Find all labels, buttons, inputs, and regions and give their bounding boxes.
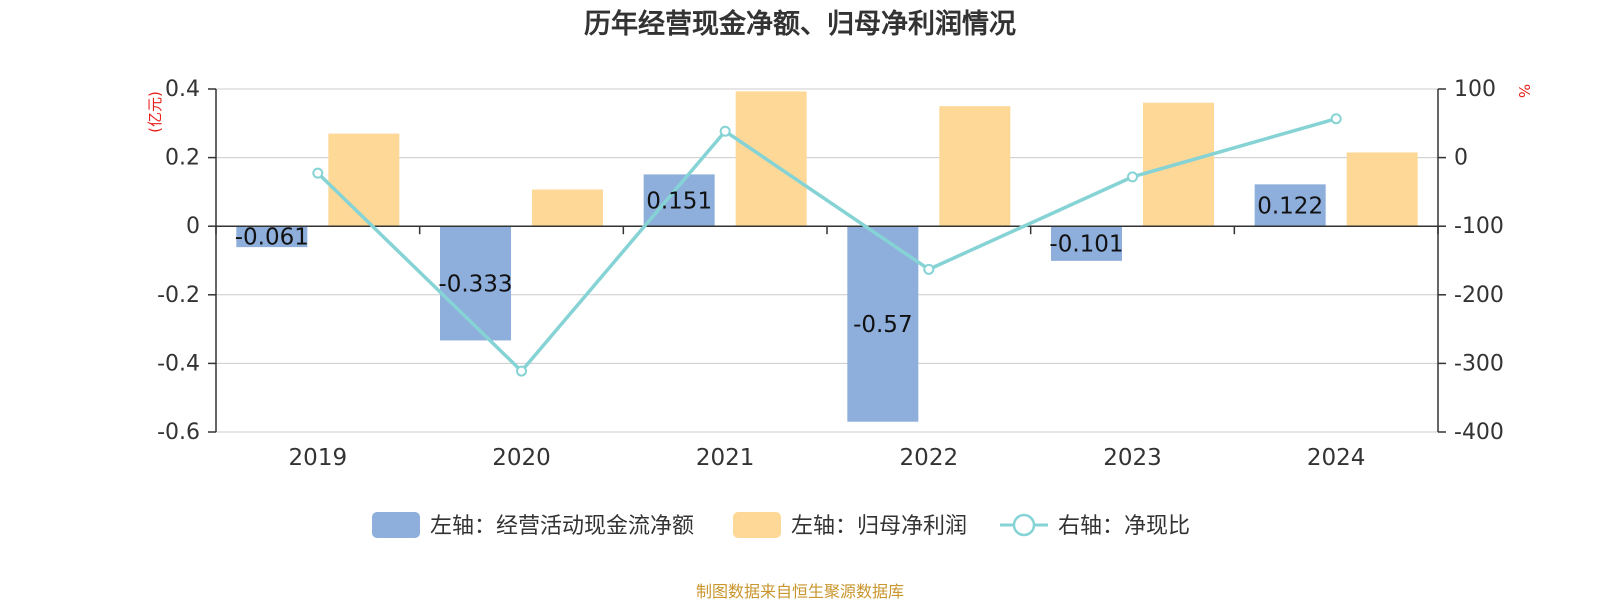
right-tick-label: 100 — [1454, 77, 1496, 102]
x-tick-label: 2024 — [1307, 445, 1366, 471]
cash-flow-value-label: -0.57 — [853, 312, 913, 338]
legend: 左轴：经营活动现金流净额 左轴：归母净利润 右轴：净现比 — [372, 512, 1190, 539]
legend-swatch — [733, 512, 781, 538]
x-tick-label: 2019 — [289, 445, 348, 471]
left-tick-label: 0.2 — [165, 146, 200, 171]
cash-flow-value-label: -0.333 — [438, 271, 512, 297]
legend-swatch-marker — [1012, 513, 1036, 537]
left-tick-label: -0.6 — [157, 420, 200, 445]
cash-flow-bar — [1254, 184, 1326, 227]
x-tick-label: 2022 — [900, 445, 959, 471]
net-profit-bar — [1346, 152, 1418, 227]
cash-flow-value-label: -0.061 — [235, 225, 309, 251]
x-tick-label: 2023 — [1103, 445, 1162, 471]
bars — [236, 91, 1418, 422]
gridlines — [216, 88, 1438, 433]
source-note: 制图数据来自恒生聚源数据库 — [695, 582, 904, 601]
legend-swatch — [372, 512, 420, 538]
ratio-series-line — [316, 117, 1337, 373]
right-tick-label: -100 — [1454, 214, 1504, 239]
x-tick-label: 2021 — [696, 445, 755, 471]
right-tick-label: -300 — [1454, 351, 1504, 376]
data-labels: -0.061 -0.333 0.151 -0.57 -0.101 0.122 — [235, 188, 1323, 338]
ratio-point — [1127, 171, 1138, 183]
cash-flow-bar — [236, 226, 308, 248]
left-tick-label: -0.2 — [157, 283, 200, 308]
left-axis-unit: (亿元) — [146, 91, 164, 133]
net-profit-bar — [939, 106, 1011, 227]
net-profit-bar — [735, 91, 807, 227]
cash-flow-value-label: 0.151 — [646, 188, 712, 214]
right-axis-unit: % — [1515, 84, 1533, 98]
axes: 0.4 0.2 0 -0.2 -0.4 -0.6 100 0 -100 -200 -300 -400 2… — [157, 77, 1504, 471]
cash-flow-value-label: -0.101 — [1049, 232, 1123, 258]
x-tick-label: 2020 — [492, 445, 551, 471]
ratio-point — [312, 167, 324, 179]
right-tick-label: -200 — [1454, 283, 1504, 308]
legend-label: 右轴：净现比 — [1058, 514, 1190, 539]
ratio-point — [923, 263, 935, 275]
left-tick-label: 0.4 — [165, 77, 200, 102]
legend-label: 左轴：归母净利润 — [791, 514, 967, 539]
cash-flow-bar — [1051, 226, 1122, 261]
right-tick-label: -400 — [1454, 420, 1504, 445]
left-tick-label: -0.4 — [157, 351, 200, 376]
cash-flow-value-label: 0.122 — [1257, 193, 1323, 219]
chart-title: 历年经营现金净额、归母净利润情况 — [584, 9, 1016, 40]
legend-label: 左轴：经营活动现金流净额 — [430, 514, 694, 539]
cash-flow-bar — [847, 226, 919, 422]
left-tick-label: 0 — [186, 214, 200, 239]
right-tick-label: 0 — [1454, 146, 1468, 171]
ratio-point — [719, 125, 731, 137]
net-profit-bar — [532, 189, 603, 227]
ratio-point — [516, 365, 527, 377]
ratio-point — [1330, 113, 1342, 125]
ratio-line — [312, 113, 1342, 377]
net-profit-bar — [328, 133, 400, 227]
cash-flow-bar — [440, 226, 511, 341]
